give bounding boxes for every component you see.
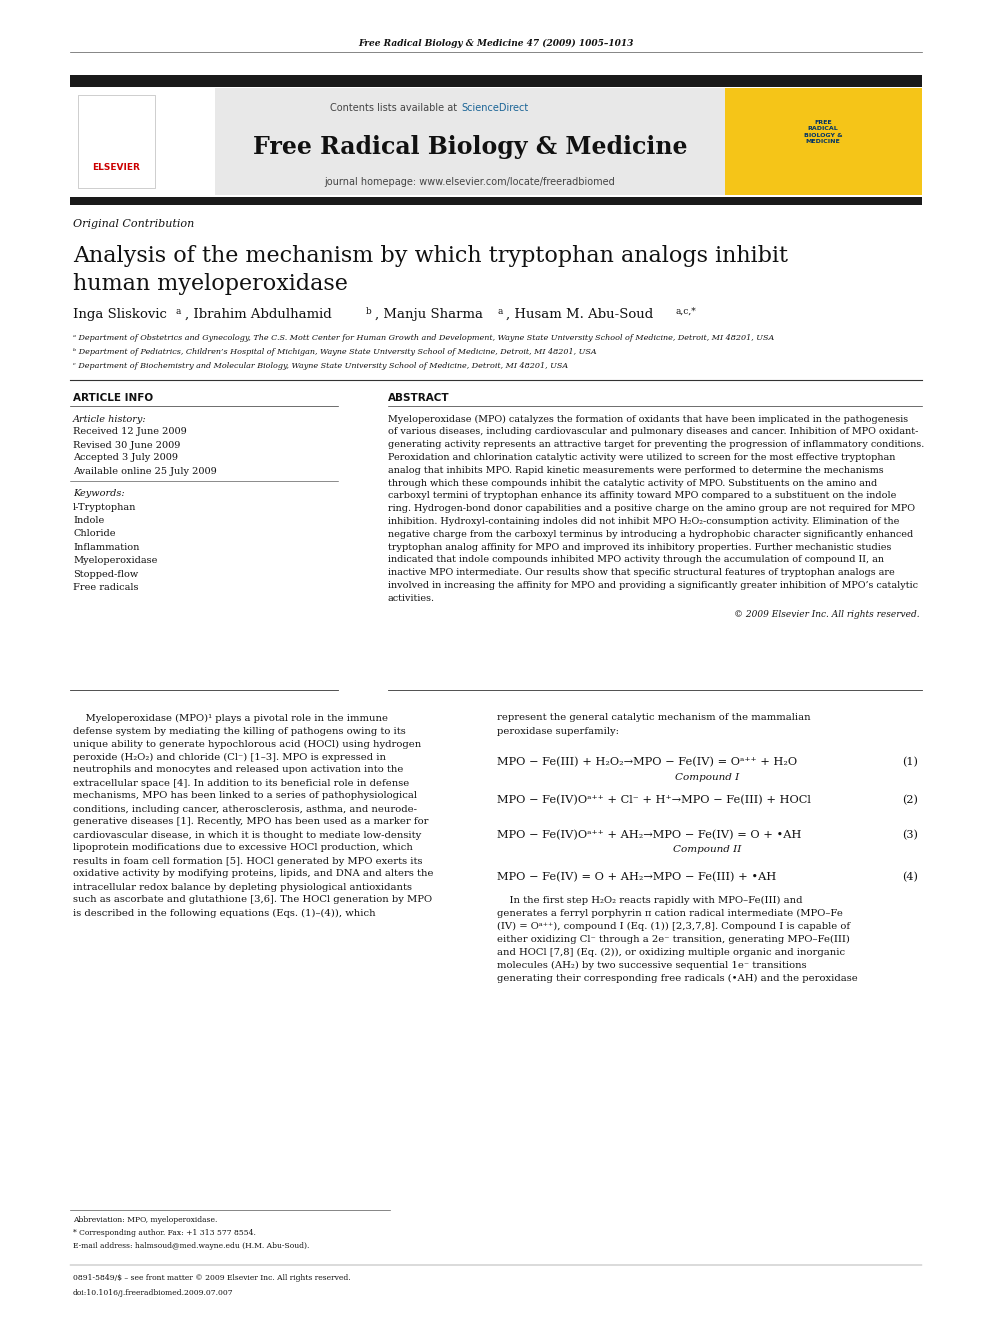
Text: Stopped-flow: Stopped-flow — [73, 570, 138, 579]
Text: peroxide (H₂O₂) and chloride (Cl⁻) [1–3]. MPO is expressed in: peroxide (H₂O₂) and chloride (Cl⁻) [1–3]… — [73, 753, 386, 762]
Text: FREE
RADICAL
BIOLOGY &
MEDICINE: FREE RADICAL BIOLOGY & MEDICINE — [804, 120, 842, 144]
Text: E-mail address: halmsoud@med.wayne.edu (H.M. Abu-Soud).: E-mail address: halmsoud@med.wayne.edu (… — [73, 1242, 310, 1250]
Text: a: a — [176, 307, 182, 315]
Text: extracellular space [4]. In addition to its beneficial role in defense: extracellular space [4]. In addition to … — [73, 778, 410, 787]
Text: inhibition. Hydroxyl-containing indoles did not inhibit MPO H₂O₂-consumption act: inhibition. Hydroxyl-containing indoles … — [388, 517, 900, 527]
Text: In the first step H₂O₂ reacts rapidly with MPO–Fe(III) and: In the first step H₂O₂ reacts rapidly wi… — [497, 896, 803, 905]
Text: 0891-5849/$ – see front matter © 2009 Elsevier Inc. All rights reserved.: 0891-5849/$ – see front matter © 2009 El… — [73, 1274, 350, 1282]
Bar — [70, 197, 922, 205]
Text: generating their corresponding free radicals (•AH) and the peroxidase: generating their corresponding free radi… — [497, 974, 858, 983]
Text: Article history:: Article history: — [73, 414, 147, 423]
Text: mechanisms, MPO has been linked to a series of pathophysiological: mechanisms, MPO has been linked to a ser… — [73, 791, 417, 800]
Text: defense system by mediating the killing of pathogens owing to its: defense system by mediating the killing … — [73, 726, 406, 736]
Text: ring. Hydrogen-bond donor capabilities and a positive charge on the amino group : ring. Hydrogen-bond donor capabilities a… — [388, 504, 915, 513]
Text: ᵇ Department of Pediatrics, Children’s Hospital of Michigan, Wayne State Univers: ᵇ Department of Pediatrics, Children’s H… — [73, 348, 596, 356]
Text: Inga Sliskovic: Inga Sliskovic — [73, 307, 167, 320]
Text: Original Contribution: Original Contribution — [73, 220, 194, 229]
Text: generating activity represents an attractive target for preventing the progressi: generating activity represents an attrac… — [388, 441, 925, 448]
Text: ELSEVIER: ELSEVIER — [92, 164, 140, 172]
Text: lipoprotein modifications due to excessive HOCl production, which: lipoprotein modifications due to excessi… — [73, 844, 413, 852]
Text: unique ability to generate hypochlorous acid (HOCl) using hydrogen: unique ability to generate hypochlorous … — [73, 740, 422, 749]
Text: , Husam M. Abu-Soud: , Husam M. Abu-Soud — [506, 307, 654, 320]
Text: MPO − Fe(IV)Oᵃ⁺⁺ + Cl⁻ + H⁺→MPO − Fe(III) + HOCl: MPO − Fe(IV)Oᵃ⁺⁺ + Cl⁻ + H⁺→MPO − Fe(III… — [497, 795, 810, 806]
Text: (2): (2) — [902, 795, 918, 806]
Text: Keywords:: Keywords: — [73, 488, 125, 497]
Text: Myeloperoxidase: Myeloperoxidase — [73, 557, 158, 565]
Text: doi:10.1016/j.freeradbiomed.2009.07.007: doi:10.1016/j.freeradbiomed.2009.07.007 — [73, 1289, 234, 1297]
Text: neutrophils and monocytes and released upon activation into the: neutrophils and monocytes and released u… — [73, 766, 404, 774]
Text: of various diseases, including cardiovascular and pulmonary diseases and cancer.: of various diseases, including cardiovas… — [388, 427, 919, 437]
Text: , Ibrahim Abdulhamid: , Ibrahim Abdulhamid — [185, 307, 331, 320]
Text: tryptophan analog affinity for MPO and improved its inhibitory properties. Furth: tryptophan analog affinity for MPO and i… — [388, 542, 892, 552]
Text: Compound II: Compound II — [673, 845, 741, 855]
Text: through which these compounds inhibit the catalytic activity of MPO. Substituent: through which these compounds inhibit th… — [388, 479, 877, 487]
Text: analog that inhibits MPO. Rapid kinetic measurements were performed to determine: analog that inhibits MPO. Rapid kinetic … — [388, 466, 884, 475]
Text: Free Radical Biology & Medicine 47 (2009) 1005–1013: Free Radical Biology & Medicine 47 (2009… — [358, 38, 634, 48]
Bar — [70, 75, 922, 87]
Text: negative charge from the carboxyl terminus by introducing a hydrophobic characte: negative charge from the carboxyl termin… — [388, 529, 914, 538]
Text: © 2009 Elsevier Inc. All rights reserved.: © 2009 Elsevier Inc. All rights reserved… — [734, 610, 920, 619]
Text: generative diseases [1]. Recently, MPO has been used as a marker for: generative diseases [1]. Recently, MPO h… — [73, 818, 429, 827]
Text: indicated that indole compounds inhibited MPO activity through the accumulation : indicated that indole compounds inhibite… — [388, 556, 884, 565]
Text: ᶜ Department of Biochemistry and Molecular Biology, Wayne State University Schoo: ᶜ Department of Biochemistry and Molecul… — [73, 363, 568, 370]
Text: represent the general catalytic mechanism of the mammalian: represent the general catalytic mechanis… — [497, 713, 810, 722]
Text: a,c,*: a,c,* — [676, 307, 696, 315]
Text: carboxyl termini of tryptophan enhance its affinity toward MPO compared to a sub: carboxyl termini of tryptophan enhance i… — [388, 491, 897, 500]
Text: conditions, including cancer, atherosclerosis, asthma, and neurode-: conditions, including cancer, atheroscle… — [73, 804, 417, 814]
Text: peroxidase superfamily:: peroxidase superfamily: — [497, 726, 619, 736]
Text: Free Radical Biology & Medicine: Free Radical Biology & Medicine — [253, 135, 687, 159]
Text: cardiovascular disease, in which it is thought to mediate low-density: cardiovascular disease, in which it is t… — [73, 831, 422, 840]
Text: is described in the following equations (Eqs. (1)–(4)), which: is described in the following equations … — [73, 909, 376, 918]
Text: such as ascorbate and glutathione [3,6]. The HOCl generation by MPO: such as ascorbate and glutathione [3,6].… — [73, 896, 433, 905]
Text: intracellular redox balance by depleting physiological antioxidants: intracellular redox balance by depleting… — [73, 882, 412, 892]
Text: ARTICLE INFO: ARTICLE INFO — [73, 393, 153, 404]
Text: either oxidizing Cl⁻ through a 2e⁻ transition, generating MPO–Fe(III): either oxidizing Cl⁻ through a 2e⁻ trans… — [497, 934, 850, 943]
Text: Myeloperoxidase (MPO) catalyzes the formation of oxidants that have been implica: Myeloperoxidase (MPO) catalyzes the form… — [388, 414, 908, 423]
Text: oxidative activity by modifying proteins, lipids, and DNA and alters the: oxidative activity by modifying proteins… — [73, 869, 434, 878]
Text: involved in increasing the affinity for MPO and providing a significantly greate: involved in increasing the affinity for … — [388, 581, 918, 590]
Text: inactive MPO intermediate. Our results show that specific structural features of: inactive MPO intermediate. Our results s… — [388, 568, 895, 577]
Text: journal homepage: www.elsevier.com/locate/freeradbiomed: journal homepage: www.elsevier.com/locat… — [324, 177, 615, 187]
Text: (4): (4) — [902, 872, 918, 882]
Text: generates a ferryl porphyrin π cation radical intermediate (MPO–Fe: generates a ferryl porphyrin π cation ra… — [497, 909, 843, 918]
Bar — [215, 89, 725, 194]
Bar — [725, 89, 922, 194]
Text: Accepted 3 July 2009: Accepted 3 July 2009 — [73, 454, 178, 463]
Text: Myeloperoxidase (MPO)¹ plays a pivotal role in the immune: Myeloperoxidase (MPO)¹ plays a pivotal r… — [73, 713, 388, 722]
Text: Indole: Indole — [73, 516, 104, 525]
Text: MPO − Fe(III) + H₂O₂→MPO − Fe(IV) = Oᵃ⁺⁺ + H₂O: MPO − Fe(III) + H₂O₂→MPO − Fe(IV) = Oᵃ⁺⁺… — [497, 757, 798, 767]
Text: Analysis of the mechanism by which tryptophan analogs inhibit: Analysis of the mechanism by which trypt… — [73, 245, 788, 267]
Text: (3): (3) — [902, 830, 918, 840]
Text: a: a — [497, 307, 502, 315]
Bar — [78, 95, 155, 188]
Text: Abbreviation: MPO, myeloperoxidase.: Abbreviation: MPO, myeloperoxidase. — [73, 1216, 217, 1224]
Text: (IV) = Oᵃ⁺⁺), compound I (Eq. (1)) [2,3,7,8]. Compound I is capable of: (IV) = Oᵃ⁺⁺), compound I (Eq. (1)) [2,3,… — [497, 921, 850, 930]
Text: human myeloperoxidase: human myeloperoxidase — [73, 273, 348, 295]
Text: Peroxidation and chlorination catalytic activity were utilized to screen for the: Peroxidation and chlorination catalytic … — [388, 452, 896, 462]
Text: ScienceDirect: ScienceDirect — [461, 103, 529, 112]
Text: Free radicals: Free radicals — [73, 583, 139, 593]
Text: Contents lists available at: Contents lists available at — [329, 103, 460, 112]
Bar — [70, 89, 215, 194]
Text: Compound I: Compound I — [675, 773, 739, 782]
Text: molecules (AH₂) by two successive sequential 1e⁻ transitions: molecules (AH₂) by two successive sequen… — [497, 960, 806, 970]
Text: ABSTRACT: ABSTRACT — [388, 393, 449, 404]
Text: Available online 25 July 2009: Available online 25 July 2009 — [73, 467, 216, 475]
Text: and HOCl [7,8] (Eq. (2)), or oxidizing multiple organic and inorganic: and HOCl [7,8] (Eq. (2)), or oxidizing m… — [497, 947, 845, 957]
Text: (1): (1) — [902, 757, 918, 767]
Text: b: b — [366, 307, 372, 315]
Text: Inflammation: Inflammation — [73, 542, 139, 552]
Text: Revised 30 June 2009: Revised 30 June 2009 — [73, 441, 181, 450]
Text: activities.: activities. — [388, 594, 435, 603]
Text: MPO − Fe(IV)Oᵃ⁺⁺ + AH₂→MPO − Fe(IV) = O + •AH: MPO − Fe(IV)Oᵃ⁺⁺ + AH₂→MPO − Fe(IV) = O … — [497, 830, 802, 840]
Text: , Manju Sharma: , Manju Sharma — [375, 307, 483, 320]
Text: ᵃ Department of Obstetrics and Gynecology, The C.S. Mott Center for Human Growth: ᵃ Department of Obstetrics and Gynecolog… — [73, 333, 774, 343]
Text: Received 12 June 2009: Received 12 June 2009 — [73, 427, 186, 437]
Text: results in foam cell formation [5]. HOCl generated by MPO exerts its: results in foam cell formation [5]. HOCl… — [73, 856, 423, 865]
Text: l-Tryptophan: l-Tryptophan — [73, 503, 136, 512]
Text: * Corresponding author. Fax: +1 313 577 8554.: * Corresponding author. Fax: +1 313 577 … — [73, 1229, 256, 1237]
Text: MPO − Fe(IV) = O + AH₂→MPO − Fe(III) + •AH: MPO − Fe(IV) = O + AH₂→MPO − Fe(III) + •… — [497, 872, 777, 882]
Text: Chloride: Chloride — [73, 529, 115, 538]
